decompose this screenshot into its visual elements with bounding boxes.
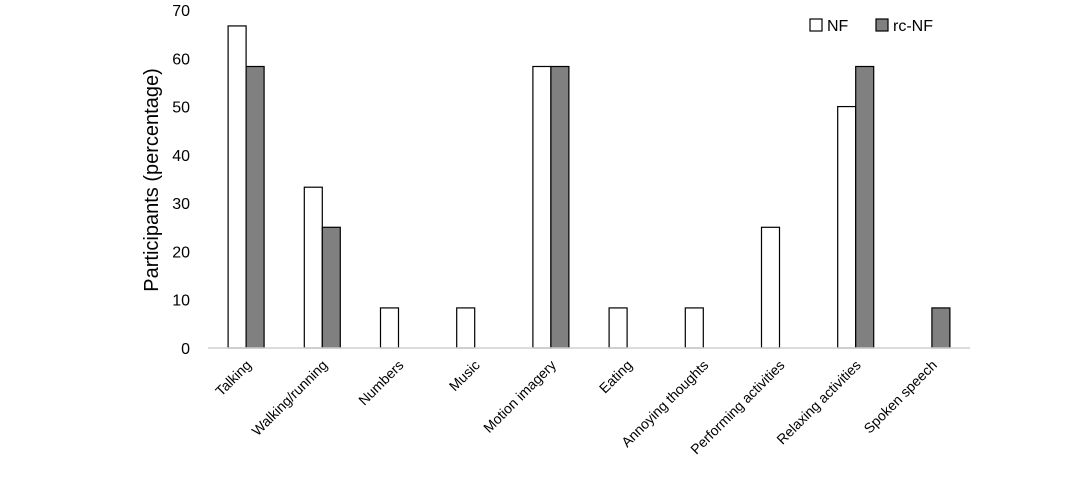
x-tick-label: Numbers <box>355 357 406 408</box>
bar-nf <box>227 25 247 349</box>
legend-swatch <box>809 18 823 32</box>
y-axis-title-group: Participants (percentage) <box>141 68 163 291</box>
x-tick-label: Walking/running <box>248 357 330 439</box>
legend: NF rc-NF <box>809 18 933 35</box>
y-axis-title: Participants (percentage) <box>141 68 163 291</box>
bar-rc-nf <box>245 65 265 349</box>
bar-nf <box>303 186 323 349</box>
bar-nf <box>608 307 628 349</box>
x-tick-label: Spoken speech <box>860 357 940 437</box>
bars <box>227 25 951 349</box>
bar-rc-nf <box>550 65 570 349</box>
x-tick-label: Talking <box>212 357 254 399</box>
y-tick-label: 70 <box>172 3 190 20</box>
x-tick-label: Motion imagery <box>480 357 559 436</box>
legend-label: rc-NF <box>893 18 933 35</box>
bar-rc-nf <box>855 65 875 349</box>
y-tick-label: 0 <box>181 341 190 358</box>
bar-rc-nf <box>931 307 951 349</box>
bar-nf <box>684 307 704 349</box>
y-tick-label: 50 <box>172 100 190 117</box>
y-tick-label: 40 <box>172 148 190 165</box>
x-tick-label: Eating <box>596 357 635 396</box>
y-tick-label: 60 <box>172 51 190 68</box>
legend-label: NF <box>827 18 849 35</box>
bar-rc-nf <box>321 226 341 349</box>
y-axis-ticks: 0 10 20 30 40 50 60 70 <box>172 3 190 358</box>
y-tick-label: 10 <box>172 293 190 310</box>
legend-swatch <box>875 18 889 32</box>
bar-nf <box>379 307 400 349</box>
bar-nf <box>532 65 552 349</box>
bar-nf <box>837 105 857 349</box>
y-tick-label: 20 <box>172 244 190 261</box>
x-tick-label: Relaxing activities <box>773 357 864 448</box>
x-tick-label: Music <box>446 357 483 394</box>
bar-nf <box>760 226 781 349</box>
y-tick-label: 30 <box>172 196 190 213</box>
bar-nf <box>456 307 476 349</box>
